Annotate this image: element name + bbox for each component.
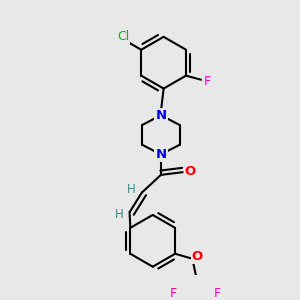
Text: H: H <box>127 183 136 196</box>
Text: H: H <box>115 208 124 221</box>
Text: F: F <box>214 287 220 300</box>
Text: O: O <box>185 165 196 178</box>
Text: N: N <box>155 148 167 161</box>
Text: F: F <box>170 287 177 300</box>
Text: F: F <box>203 75 211 88</box>
Text: N: N <box>155 109 167 122</box>
Text: Cl: Cl <box>117 30 129 43</box>
Text: O: O <box>192 250 203 263</box>
